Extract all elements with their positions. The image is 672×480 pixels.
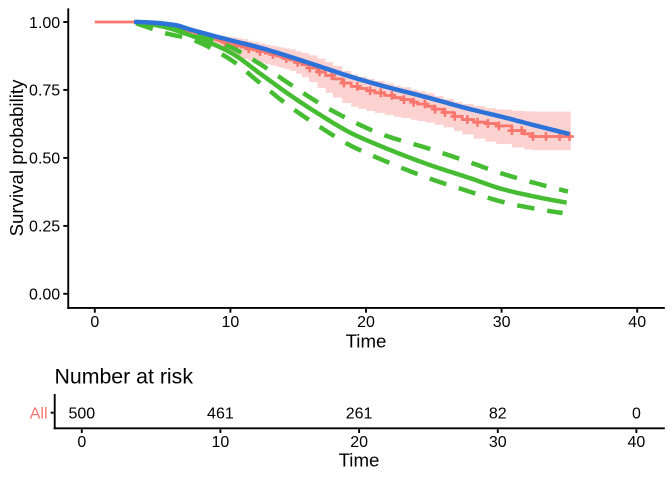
svg-text:30: 30: [489, 434, 507, 451]
svg-text:500: 500: [68, 406, 95, 423]
svg-text:0: 0: [90, 314, 99, 331]
svg-text:20: 20: [350, 434, 368, 451]
svg-text:40: 40: [628, 434, 646, 451]
svg-text:0: 0: [77, 434, 86, 451]
svg-text:40: 40: [628, 314, 646, 331]
svg-text:Time: Time: [339, 449, 380, 470]
svg-text:20: 20: [357, 314, 375, 331]
svg-text:All: All: [30, 406, 48, 423]
svg-text:0.00: 0.00: [29, 287, 60, 304]
svg-text:10: 10: [222, 314, 240, 331]
svg-text:Number at risk: Number at risk: [55, 364, 194, 388]
svg-text:Survival probability: Survival probability: [6, 79, 27, 236]
svg-text:0: 0: [632, 406, 641, 423]
svg-text:1.00: 1.00: [29, 15, 60, 32]
svg-text:0.25: 0.25: [29, 219, 60, 236]
svg-text:0.75: 0.75: [29, 83, 60, 100]
svg-text:10: 10: [212, 434, 230, 451]
svg-text:Time: Time: [346, 330, 387, 351]
svg-text:82: 82: [489, 406, 507, 423]
svg-text:0.50: 0.50: [29, 151, 60, 168]
svg-text:30: 30: [493, 314, 511, 331]
svg-text:261: 261: [346, 406, 373, 423]
svg-text:461: 461: [207, 406, 234, 423]
